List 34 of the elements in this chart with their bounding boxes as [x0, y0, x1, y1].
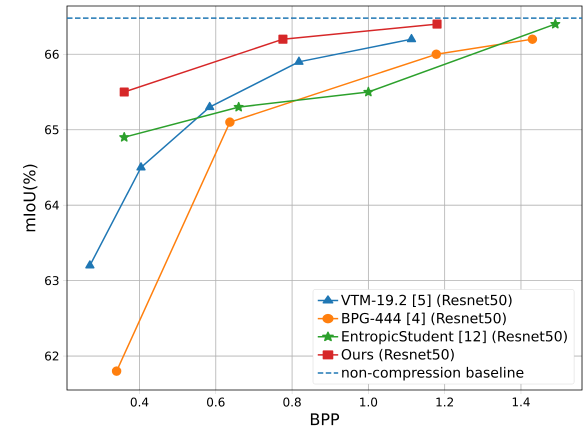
- point: [119, 132, 130, 142]
- y-tick-label: 65: [45, 125, 58, 134]
- point: [550, 18, 560, 28]
- x-tick-label: 0.6: [207, 398, 225, 407]
- point: [278, 34, 288, 44]
- x-tick-label: 1.0: [360, 398, 378, 407]
- y-tick-label: 66: [45, 50, 59, 59]
- legend-label: VTM-19.2 [5] (Resnet50): [341, 294, 512, 307]
- point: [85, 260, 95, 269]
- x-tick-label: 0.8: [283, 398, 301, 407]
- point: [363, 86, 374, 96]
- x-tick-label: 1.4: [512, 398, 530, 406]
- y-tick-label: 62: [45, 352, 58, 361]
- x-axis-title: BPP: [310, 413, 340, 426]
- legend-label: Ours (Resnet50): [342, 348, 454, 362]
- legend-label: BPG-444 [4] (Resnet50): [342, 312, 506, 326]
- point: [120, 87, 129, 97]
- point: [294, 56, 304, 65]
- y-tick-label: 64: [45, 200, 59, 210]
- x-tick-label: 1.2: [436, 398, 454, 406]
- point: [432, 50, 442, 60]
- point: [205, 102, 214, 110]
- point: [225, 117, 235, 127]
- y-tick-label: 63: [45, 276, 59, 286]
- point: [136, 162, 146, 170]
- point: [406, 34, 416, 42]
- point: [112, 366, 122, 376]
- legend-label: non-compression baseline: [342, 366, 524, 380]
- legend-label: EntropicStudent [12] (Resnet50): [342, 330, 567, 344]
- point: [528, 34, 538, 44]
- x-tick-label: 0.4: [130, 398, 148, 407]
- point: [234, 102, 244, 112]
- y-axis-title: mIoU(%): [23, 164, 38, 232]
- point: [432, 20, 442, 29]
